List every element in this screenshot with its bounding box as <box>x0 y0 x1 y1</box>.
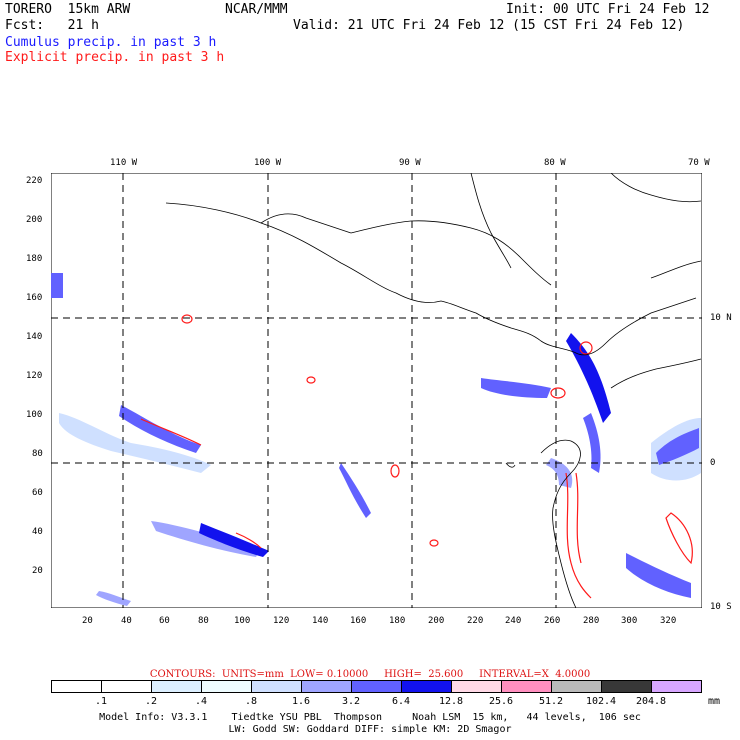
precip-map <box>51 173 702 608</box>
cumulus-precip-areas <box>51 273 701 606</box>
legend-unit: mm <box>707 696 721 707</box>
legend-swatch <box>602 681 652 692</box>
legend-label: 6.4 <box>391 696 411 707</box>
legend-label: 1.6 <box>291 696 311 707</box>
legend-swatch <box>52 681 102 692</box>
x-tick: 60 <box>159 616 170 626</box>
y-tick: 220 <box>26 176 43 186</box>
precip-legend-bar <box>51 680 702 693</box>
y-tick: 120 <box>26 371 43 381</box>
lat-label-10s: 10 S <box>710 602 732 612</box>
x-tick: 140 <box>312 616 329 626</box>
lon-label-90w: 90 W <box>399 158 421 168</box>
init-time: Init: 00 UTC Fri 24 Feb 12 <box>506 2 710 17</box>
explicit-label: Explicit precip. in past 3 h <box>5 50 225 65</box>
y-tick: 100 <box>26 410 43 420</box>
x-tick: 180 <box>389 616 406 626</box>
x-tick: 300 <box>621 616 638 626</box>
model-title: TORERO 15km ARW <box>5 2 131 17</box>
y-tick: 140 <box>26 332 43 342</box>
y-tick: 20 <box>32 566 43 576</box>
legend-label: 12.8 <box>438 696 464 707</box>
legend-swatch <box>352 681 402 692</box>
legend-label: .2 <box>144 696 158 707</box>
forecast-hour: Fcst: 21 h <box>5 18 99 33</box>
x-tick: 120 <box>273 616 290 626</box>
legend-label: .4 <box>194 696 208 707</box>
x-tick: 280 <box>583 616 600 626</box>
legend-label: .1 <box>94 696 108 707</box>
lat-label-10n: 10 N <box>710 313 732 323</box>
valid-time: Valid: 21 UTC Fri 24 Feb 12 (15 CST Fri … <box>293 18 685 33</box>
y-tick: 180 <box>26 254 43 264</box>
legend-swatch <box>102 681 152 692</box>
legend-label: .8 <box>244 696 258 707</box>
x-tick: 260 <box>544 616 561 626</box>
y-tick: 80 <box>32 449 43 459</box>
y-tick: 60 <box>32 488 43 498</box>
legend-swatch <box>402 681 452 692</box>
x-tick: 80 <box>198 616 209 626</box>
lat-label-0: 0 <box>710 458 716 468</box>
x-tick: 200 <box>428 616 445 626</box>
lon-label-110w: 110 W <box>110 158 138 168</box>
legend-swatch <box>202 681 252 692</box>
org-label: NCAR/MMM <box>225 2 288 17</box>
coastlines <box>165 173 702 608</box>
explicit-precip-contours <box>140 314 693 599</box>
lon-label-100w: 100 W <box>254 158 282 168</box>
legend-label: 25.6 <box>488 696 514 707</box>
model-info-line2: LW: Godd SW: Goddard DIFF: simple KM: 2D… <box>228 724 512 735</box>
y-tick: 40 <box>32 527 43 537</box>
x-tick: 220 <box>467 616 484 626</box>
legend-swatch <box>152 681 202 692</box>
x-tick: 320 <box>660 616 677 626</box>
legend-swatch <box>502 681 552 692</box>
legend-swatch <box>552 681 602 692</box>
legend-label: 51.2 <box>538 696 564 707</box>
cumulus-label: Cumulus precip. in past 3 h <box>5 35 217 50</box>
legend-swatch <box>452 681 502 692</box>
x-tick: 20 <box>82 616 93 626</box>
y-tick: 160 <box>26 293 43 303</box>
legend-label: 204.8 <box>635 696 667 707</box>
lon-label-80w: 80 W <box>544 158 566 168</box>
lat-lon-grid <box>51 173 702 608</box>
model-info-line1: Model Info: V3.3.1 Tiedtke YSU PBL Thomp… <box>99 712 641 723</box>
lon-label-70w: 70 W <box>688 158 710 168</box>
x-tick: 40 <box>121 616 132 626</box>
legend-swatch <box>252 681 302 692</box>
legend-swatch <box>652 681 701 692</box>
legend-label: 102.4 <box>585 696 617 707</box>
legend-swatch <box>302 681 352 692</box>
x-tick: 160 <box>350 616 367 626</box>
y-tick: 200 <box>26 215 43 225</box>
contour-info: CONTOURS: UNITS=mm LOW= 0.10000 HIGH= 25… <box>149 669 591 680</box>
legend-label: 3.2 <box>341 696 361 707</box>
x-tick: 240 <box>505 616 522 626</box>
x-tick: 100 <box>234 616 251 626</box>
